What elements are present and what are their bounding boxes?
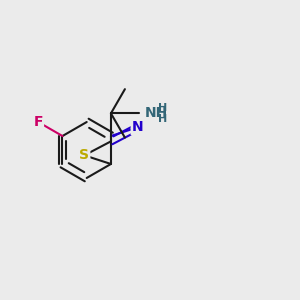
Text: N: N bbox=[132, 120, 143, 134]
Text: F: F bbox=[34, 115, 43, 129]
Text: H: H bbox=[158, 114, 167, 124]
Text: S: S bbox=[79, 148, 89, 162]
Text: NH: NH bbox=[145, 106, 168, 120]
Text: H: H bbox=[158, 103, 167, 113]
